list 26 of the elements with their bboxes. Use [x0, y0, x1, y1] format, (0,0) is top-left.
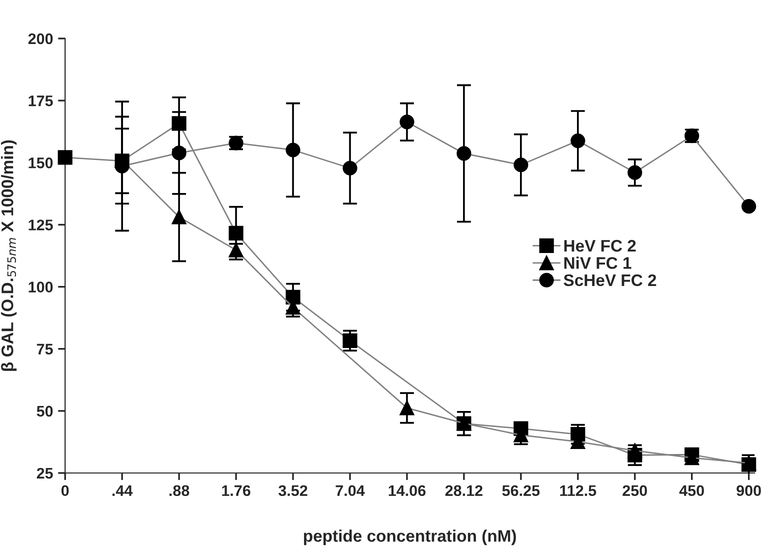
x-tick-label: .44	[112, 485, 133, 496]
x-tick-label: 250	[622, 485, 647, 496]
x-tick-label: 28.12	[445, 485, 482, 496]
y-tick-label: 175	[28, 96, 53, 106]
x-tick-label: 1.76	[222, 485, 250, 496]
x-tick-label: .88	[169, 485, 190, 496]
x-tick-label: 14.06	[388, 485, 426, 496]
x-axis-title: peptide concentration (nM)	[304, 530, 516, 546]
x-tick-label: 112.5	[560, 485, 596, 496]
y-tick-label: 25	[36, 468, 53, 479]
x-tick-label: 56.25	[502, 485, 540, 496]
x-tick-label: 450	[679, 485, 704, 496]
legend-label: ScHeV FC 2	[564, 274, 656, 286]
y-axis-title: β GAL (O.D.$_{575nm}$ X 1000/min)	[1, 140, 17, 371]
y-tick-label: 200	[28, 33, 53, 44]
legend-label: NiV FC 1	[564, 256, 632, 269]
x-tick-label: 0	[61, 485, 69, 496]
y-tick-label: 150	[28, 158, 53, 168]
x-tick-label: 3.52	[278, 485, 308, 496]
y-tick-label: 125	[28, 220, 53, 230]
y-tick-label: 100	[28, 282, 53, 292]
x-tick-label: 900	[736, 485, 761, 496]
y-tick-label: 75	[36, 344, 53, 355]
y-tick-label: 50	[36, 406, 53, 417]
x-tick-label: 7.04	[336, 485, 365, 496]
legend-label: HeV FC 2	[564, 240, 636, 252]
